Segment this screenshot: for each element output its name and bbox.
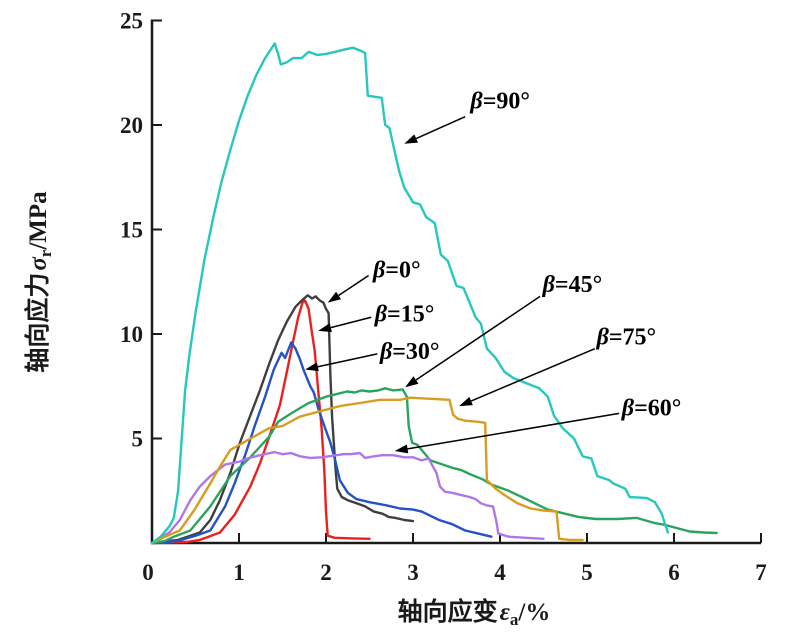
annotation-arrow-head xyxy=(305,362,319,372)
curve-30deg xyxy=(150,341,493,545)
annotation-label: β=30° xyxy=(379,339,440,365)
curve-75deg xyxy=(150,396,584,545)
annotation-arrow-line xyxy=(407,412,620,450)
y-tick-label: 25 xyxy=(120,9,143,34)
annotation-label: β=60° xyxy=(621,396,682,422)
y-tick-label: 20 xyxy=(120,113,143,138)
annotation-arrow-head xyxy=(404,134,419,144)
annotation-arrow-line xyxy=(470,347,596,402)
y-tick-label: 5 xyxy=(132,427,144,452)
annotation-label: β=45° xyxy=(542,272,603,298)
annotation-arrow-line xyxy=(317,353,378,368)
annotation-label: β=15° xyxy=(374,301,435,327)
annotation-label: β=90° xyxy=(469,88,530,114)
annotation-arrow-head xyxy=(459,396,473,407)
y-tick-label: 10 xyxy=(120,322,143,347)
annotation-arrow-line xyxy=(415,295,541,381)
annotation-arrow-head xyxy=(394,444,409,454)
curve-15deg xyxy=(150,299,371,545)
x-tick-label: 4 xyxy=(494,560,506,585)
x-tick-label: 0 xyxy=(142,560,154,585)
annotation-arrow-head xyxy=(405,376,419,388)
x-tick-label: 1 xyxy=(233,560,245,585)
annotation-label: β=75° xyxy=(596,324,657,350)
annotation-arrow-head xyxy=(318,323,332,333)
annotation-arrow-line xyxy=(415,115,466,140)
curve-60deg xyxy=(150,450,545,545)
x-tick-label: 6 xyxy=(668,560,680,585)
annotation-arrow-head xyxy=(327,291,342,303)
x-tick-label: 3 xyxy=(407,560,419,585)
x-tick-label: 5 xyxy=(581,560,593,585)
annotation-arrow-line xyxy=(338,274,370,297)
annotation-arrow-line xyxy=(330,316,372,329)
y-axis-title: 轴向应力σr/MPa xyxy=(23,191,55,373)
curve-0deg xyxy=(150,294,415,545)
annotation-label: β=0° xyxy=(372,258,421,284)
x-tick-label: 2 xyxy=(320,560,332,585)
y-tick-label: 15 xyxy=(120,218,143,243)
x-tick-label: 7 xyxy=(755,560,767,585)
curve-90deg xyxy=(150,42,670,545)
x-axis-title: 轴向应变εa/% xyxy=(398,597,551,629)
